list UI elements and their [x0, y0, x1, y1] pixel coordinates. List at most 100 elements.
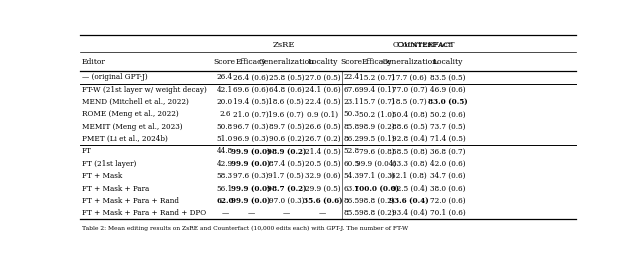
- Text: 50.3: 50.3: [344, 110, 360, 119]
- Text: 21.0 (0.7): 21.0 (0.7): [233, 110, 269, 119]
- Text: Locality: Locality: [433, 58, 463, 66]
- Text: 86.2: 86.2: [344, 135, 360, 143]
- Text: CᴏᴜɴᴛᴇʀFᴀᴄᴛ: CᴏᴜɴᴛᴇʀFᴀᴄᴛ: [396, 41, 452, 49]
- Text: FT + Mask + Para + Rand + DPO: FT + Mask + Para + Rand + DPO: [82, 209, 206, 217]
- Text: 98.7 (0.2): 98.7 (0.2): [266, 185, 306, 192]
- Text: 2.6: 2.6: [219, 110, 230, 119]
- Text: ROME (Meng et al., 2022): ROME (Meng et al., 2022): [82, 110, 179, 119]
- Text: 42.9: 42.9: [217, 160, 233, 168]
- Text: 0.9 (0.1): 0.9 (0.1): [307, 110, 338, 119]
- Text: 98.9 (0.2): 98.9 (0.2): [359, 123, 394, 131]
- Text: 64.8 (0.6): 64.8 (0.6): [269, 86, 304, 94]
- Text: 85.8: 85.8: [344, 123, 360, 131]
- Text: 42.1: 42.1: [217, 86, 233, 94]
- Text: 42.0 (0.6): 42.0 (0.6): [430, 160, 466, 168]
- Text: 18.5 (0.7): 18.5 (0.7): [392, 98, 428, 106]
- Text: Efficacy: Efficacy: [362, 58, 392, 66]
- Text: —: —: [283, 209, 290, 217]
- Text: 99.9 (0.0): 99.9 (0.0): [231, 197, 271, 205]
- Text: COUNTERFACT: COUNTERFACT: [393, 41, 456, 49]
- Text: 62.1 (0.8): 62.1 (0.8): [392, 172, 428, 180]
- Text: 69.6 (0.6): 69.6 (0.6): [234, 86, 269, 94]
- Text: 26.4: 26.4: [217, 73, 233, 81]
- Text: FT-W (21st layer w/ weight decay): FT-W (21st layer w/ weight decay): [82, 86, 207, 94]
- Text: 62.0: 62.0: [216, 197, 234, 205]
- Text: 60.5: 60.5: [344, 160, 360, 168]
- Text: MEMIT (Meng et al., 2023): MEMIT (Meng et al., 2023): [82, 123, 182, 131]
- Text: 63.3 (0.8): 63.3 (0.8): [392, 160, 427, 168]
- Text: 73.7 (0.5): 73.7 (0.5): [430, 123, 466, 131]
- Text: Generalization: Generalization: [259, 58, 314, 66]
- Text: 100.0 (0.0): 100.0 (0.0): [354, 185, 399, 192]
- Text: 29.9 (0.5): 29.9 (0.5): [305, 185, 340, 192]
- Text: MEND (Mitchell et al., 2022): MEND (Mitchell et al., 2022): [82, 98, 189, 106]
- Text: 72.0 (0.6): 72.0 (0.6): [430, 197, 466, 205]
- Text: 20.0: 20.0: [217, 98, 233, 106]
- Text: 85.5: 85.5: [344, 209, 360, 217]
- Text: FT + Mask + Para + Rand: FT + Mask + Para + Rand: [82, 197, 179, 205]
- Text: 99.9 (0.0): 99.9 (0.0): [231, 160, 271, 168]
- Text: Score: Score: [214, 58, 236, 66]
- Text: 83.5 (0.5): 83.5 (0.5): [430, 73, 466, 81]
- Text: 17.7 (0.6): 17.7 (0.6): [392, 73, 428, 81]
- Text: 25.8 (0.5): 25.8 (0.5): [269, 73, 304, 81]
- Text: 83.0 (0.5): 83.0 (0.5): [428, 98, 468, 106]
- Text: 71.4 (0.5): 71.4 (0.5): [430, 135, 466, 143]
- Text: 32.9 (0.6): 32.9 (0.6): [305, 172, 340, 180]
- Text: 18.6 (0.5): 18.6 (0.5): [268, 98, 304, 106]
- Text: 98.9 (0.2): 98.9 (0.2): [267, 147, 306, 155]
- Text: PMET (Li et al., 2024b): PMET (Li et al., 2024b): [82, 135, 168, 143]
- Text: 93.4 (0.4): 93.4 (0.4): [392, 209, 427, 217]
- Text: FT + Mask: FT + Mask: [82, 172, 122, 180]
- Text: —: —: [319, 209, 326, 217]
- Text: FT (21st layer): FT (21st layer): [82, 160, 136, 168]
- Text: 26.6 (0.5): 26.6 (0.5): [305, 123, 340, 131]
- Text: 96.9 (0.3): 96.9 (0.3): [234, 135, 269, 143]
- Text: — (original GPT-J): — (original GPT-J): [82, 73, 148, 81]
- Text: 92.5 (0.4): 92.5 (0.4): [392, 185, 427, 192]
- Text: 50.2 (1.0): 50.2 (1.0): [359, 110, 394, 119]
- Text: 21.4 (0.5): 21.4 (0.5): [305, 147, 340, 155]
- Text: 87.4 (0.5): 87.4 (0.5): [269, 160, 304, 168]
- Text: 54.3: 54.3: [344, 172, 360, 180]
- Text: 24.1 (0.6): 24.1 (0.6): [305, 86, 340, 94]
- Text: 98.8 (0.2): 98.8 (0.2): [359, 209, 394, 217]
- Text: 22.4 (0.5): 22.4 (0.5): [305, 98, 340, 106]
- Text: Efficacy: Efficacy: [236, 58, 266, 66]
- Text: 46.9 (0.6): 46.9 (0.6): [430, 86, 466, 94]
- Text: 27.0 (0.5): 27.0 (0.5): [305, 73, 340, 81]
- Text: Locality: Locality: [307, 58, 338, 66]
- Text: 58.5 (0.8): 58.5 (0.8): [392, 147, 427, 155]
- Text: FT: FT: [82, 147, 92, 155]
- Text: —: —: [221, 209, 228, 217]
- Text: 96.7 (0.3): 96.7 (0.3): [234, 123, 269, 131]
- Text: 38.0 (0.6): 38.0 (0.6): [430, 185, 466, 192]
- Text: 15.7 (0.7): 15.7 (0.7): [359, 98, 394, 106]
- Text: 22.4: 22.4: [344, 73, 360, 81]
- Text: 99.9 (0.04): 99.9 (0.04): [356, 160, 397, 168]
- Text: 99.9 (0.0): 99.9 (0.0): [231, 185, 271, 192]
- Text: 93.6 (0.4): 93.6 (0.4): [390, 197, 429, 205]
- Text: Table 2: Mean editing results on ZsRE and Counterfact (10,000 edits each) with G: Table 2: Mean editing results on ZsRE an…: [82, 226, 408, 231]
- Text: 19.6 (0.7): 19.6 (0.7): [268, 110, 304, 119]
- Text: 50.4 (0.8): 50.4 (0.8): [392, 110, 427, 119]
- Text: 15.2 (0.7): 15.2 (0.7): [359, 73, 394, 81]
- Text: 89.7 (0.5): 89.7 (0.5): [269, 123, 304, 131]
- Text: 26.7 (0.2): 26.7 (0.2): [305, 135, 340, 143]
- Text: 99.4 (0.1): 99.4 (0.1): [359, 86, 394, 94]
- Text: 86.5: 86.5: [344, 197, 360, 205]
- Text: 97.6 (0.3): 97.6 (0.3): [234, 172, 269, 180]
- Text: 19.4 (0.5): 19.4 (0.5): [233, 98, 269, 106]
- Text: 52.8: 52.8: [344, 147, 360, 155]
- Text: ZsRE: ZsRE: [273, 41, 295, 49]
- Text: 63.7: 63.7: [344, 185, 360, 192]
- Text: 97.0 (0.3): 97.0 (0.3): [269, 197, 304, 205]
- Text: Editor: Editor: [82, 58, 106, 66]
- Text: 36.8 (0.7): 36.8 (0.7): [430, 147, 466, 155]
- Text: 99.9 (0.0): 99.9 (0.0): [231, 147, 271, 155]
- Text: Score: Score: [341, 58, 363, 66]
- Text: 34.7 (0.6): 34.7 (0.6): [430, 172, 466, 180]
- Text: 51.0: 51.0: [217, 135, 233, 143]
- Text: 99.5 (0.1): 99.5 (0.1): [359, 135, 394, 143]
- Text: 77.0 (0.7): 77.0 (0.7): [392, 86, 427, 94]
